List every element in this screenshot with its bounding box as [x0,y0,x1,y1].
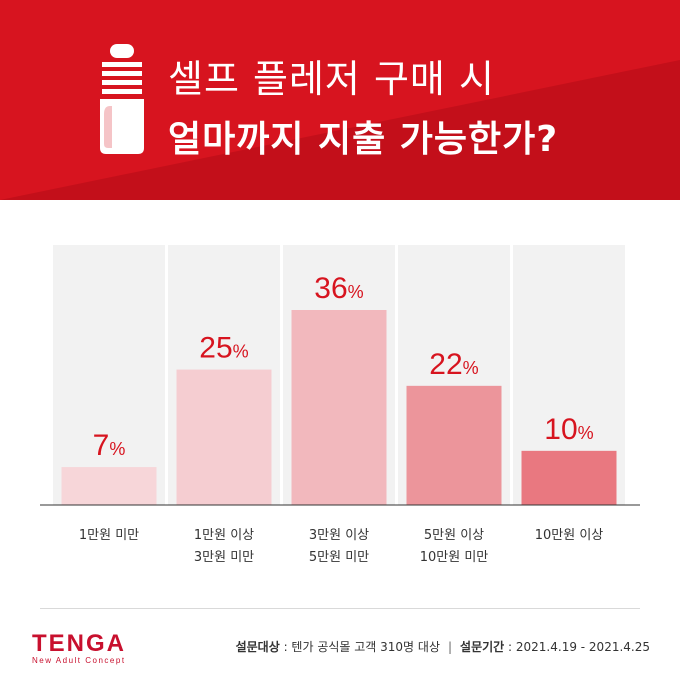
x-tick-label: 10만원 미만 [420,550,489,565]
x-tick-label: 10만원 이상 [535,528,604,543]
header-diagonal-stripe [0,60,680,200]
survey-info: 설문대상 : 텐가 공식몰 고객 310명 대상 | 설문기간 : 2021.4.1… [236,638,650,655]
bar-value-label: 22% [429,348,478,381]
footer: TENGA New Adult Concept 설문대상 : 텐가 공식몰 고객… [0,608,680,680]
bar-value-label: 7% [93,429,126,462]
survey-separator: | [448,640,453,654]
x-tick-label: 1만원 이상 [194,528,254,543]
bar-column-bg [53,245,165,505]
bar [61,467,157,505]
x-tick-label: 5만원 미만 [309,550,369,565]
page-title-line2: 얼마까지 지출 가능한가? [168,119,559,160]
x-tick-label: 1만원 미만 [79,528,139,543]
survey-target: : 텐가 공식몰 고객 310명 대상 [279,640,440,654]
survey-period: : 2021.4.19 - 2021.4.25 [504,640,650,654]
x-tick-label: 3만원 이상 [309,528,369,543]
bar [291,310,387,505]
footer-divider [40,608,640,609]
page-title-line1: 셀프 플레저 구매 시 [168,57,495,101]
tenga-logo: TENGA New Adult Concept [32,630,126,665]
x-tick-label: 5만원 이상 [424,528,484,543]
bar-value-label: 10% [544,413,593,446]
bar-value-label: 36% [314,272,363,305]
brand-name: TENGA [32,630,126,657]
spending-bar-chart: 7% 1만원 미만 25% 1만원 이상 3만원 미만 36% 3만원 이상 5만원 미만 22… [40,245,640,565]
header-banner: 셀프 플레저 구매 시 얼마까지 지출 가능한가? [0,0,680,200]
brand-tagline: New Adult Concept [32,656,126,665]
survey-period-label: 설문기간 [460,640,505,654]
x-tick-label: 3만원 미만 [194,550,254,565]
tenga-cup-icon [100,44,144,154]
survey-target-label: 설문대상 [235,640,280,654]
bar [521,450,617,505]
bar [406,385,502,505]
bar [176,369,272,505]
bar-value-label: 25% [199,332,248,365]
